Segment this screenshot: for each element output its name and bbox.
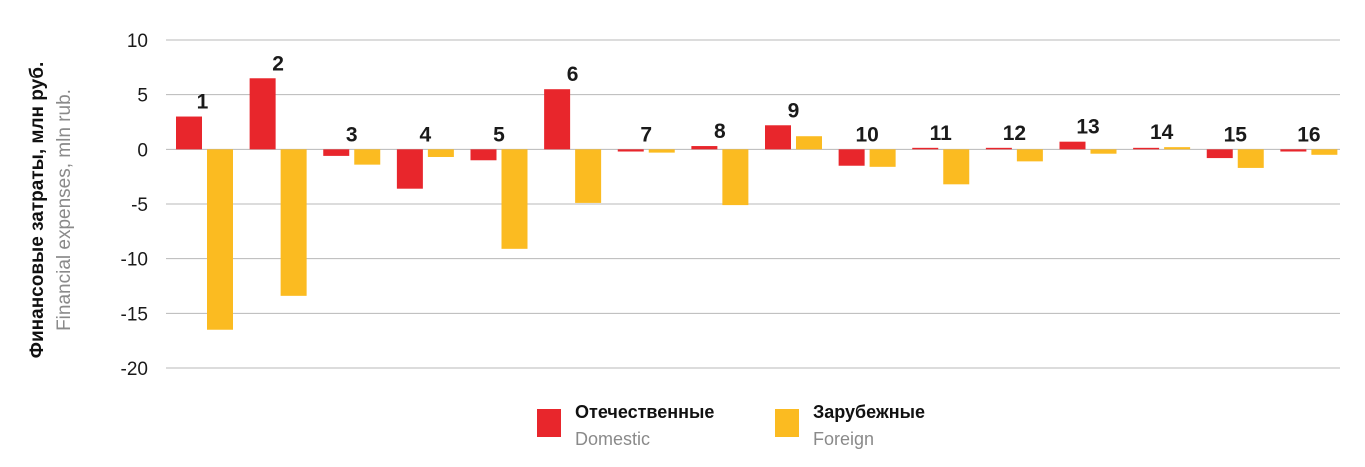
bar-foreign-5 bbox=[501, 149, 528, 249]
category-label-1: 1 bbox=[197, 91, 209, 114]
bar-domestic-8 bbox=[691, 146, 718, 150]
category-label-2: 2 bbox=[272, 52, 284, 75]
bar-domestic-3 bbox=[323, 149, 350, 156]
y-tick-label: 0 bbox=[137, 140, 148, 161]
category-label-8: 8 bbox=[714, 120, 726, 143]
bar-domestic-14 bbox=[1133, 147, 1160, 150]
gridlines bbox=[166, 39, 1340, 369]
bar-foreign-12 bbox=[1016, 149, 1043, 162]
y-tick-label: -20 bbox=[121, 359, 148, 380]
category-label-14: 14 bbox=[1150, 121, 1174, 144]
bar-domestic-5 bbox=[470, 149, 497, 161]
bar-domestic-4 bbox=[396, 149, 423, 189]
category-label-10: 10 bbox=[855, 123, 878, 146]
category-label-13: 13 bbox=[1076, 116, 1099, 139]
y-axis-title-ru: Финансовые затраты, млн руб. bbox=[27, 62, 48, 359]
bar-domestic-11 bbox=[912, 147, 939, 150]
bar-foreign-13 bbox=[1090, 149, 1117, 154]
bar-domestic-6 bbox=[544, 89, 571, 150]
category-label-3: 3 bbox=[346, 123, 358, 146]
bar-domestic-9 bbox=[765, 125, 791, 150]
category-label-16: 16 bbox=[1297, 123, 1320, 146]
category-label-5: 5 bbox=[493, 123, 505, 146]
bar-domestic-1 bbox=[176, 116, 202, 150]
bar-foreign-8 bbox=[722, 149, 749, 206]
category-label-6: 6 bbox=[567, 63, 579, 86]
y-tick-label: -5 bbox=[131, 195, 148, 216]
category-label-11: 11 bbox=[930, 122, 953, 145]
legend-label-foreign-ru: Зарубежные bbox=[813, 402, 925, 422]
bar-domestic-15 bbox=[1206, 149, 1233, 159]
bar-foreign-16 bbox=[1311, 149, 1338, 155]
bar-foreign-14 bbox=[1164, 147, 1191, 150]
bar-foreign-3 bbox=[354, 149, 381, 165]
y-axis-ticks: 10 5 0 -5 -10 -15 -20 bbox=[121, 31, 148, 380]
category-label-7: 7 bbox=[640, 123, 652, 146]
bar-domestic-10 bbox=[838, 149, 865, 166]
bar-domestic-2 bbox=[249, 78, 276, 150]
y-tick-label: 10 bbox=[127, 31, 148, 52]
category-label-4: 4 bbox=[420, 123, 432, 146]
category-label-12: 12 bbox=[1003, 122, 1026, 145]
y-tick-label: 5 bbox=[137, 86, 148, 107]
bar-foreign-15 bbox=[1237, 149, 1264, 168]
bar-domestic-7 bbox=[617, 149, 644, 152]
y-tick-label: -10 bbox=[121, 250, 148, 271]
bar-foreign-10 bbox=[869, 149, 896, 167]
bar-domestic-12 bbox=[985, 147, 1012, 150]
category-label-9: 9 bbox=[788, 99, 800, 122]
bar-foreign-2 bbox=[280, 149, 307, 296]
legend-swatch-domestic bbox=[537, 409, 561, 437]
y-tick-label: -15 bbox=[121, 304, 148, 325]
bars bbox=[176, 78, 1338, 330]
bar-domestic-16 bbox=[1280, 149, 1307, 152]
bar-domestic-13 bbox=[1059, 141, 1086, 150]
bar-foreign-6 bbox=[575, 149, 602, 203]
bar-foreign-11 bbox=[943, 149, 970, 185]
legend-label-foreign-en: Foreign bbox=[813, 429, 874, 449]
y-axis-title: Финансовые затраты, млн руб. Financial e… bbox=[27, 62, 75, 359]
category-label-15: 15 bbox=[1224, 123, 1248, 146]
legend-label-domestic-en: Domestic bbox=[575, 429, 650, 449]
y-axis-title-en: Financial expenses, mln rub. bbox=[54, 89, 75, 331]
bar-foreign-9 bbox=[796, 136, 822, 150]
bar-foreign-7 bbox=[648, 149, 675, 153]
bar-foreign-1 bbox=[207, 149, 233, 330]
bar-foreign-4 bbox=[427, 149, 454, 157]
legend-swatch-foreign bbox=[775, 409, 799, 437]
legend: Отечественные Domestic Зарубежные Foreig… bbox=[537, 402, 925, 449]
legend-label-domestic-ru: Отечественные bbox=[575, 402, 714, 422]
